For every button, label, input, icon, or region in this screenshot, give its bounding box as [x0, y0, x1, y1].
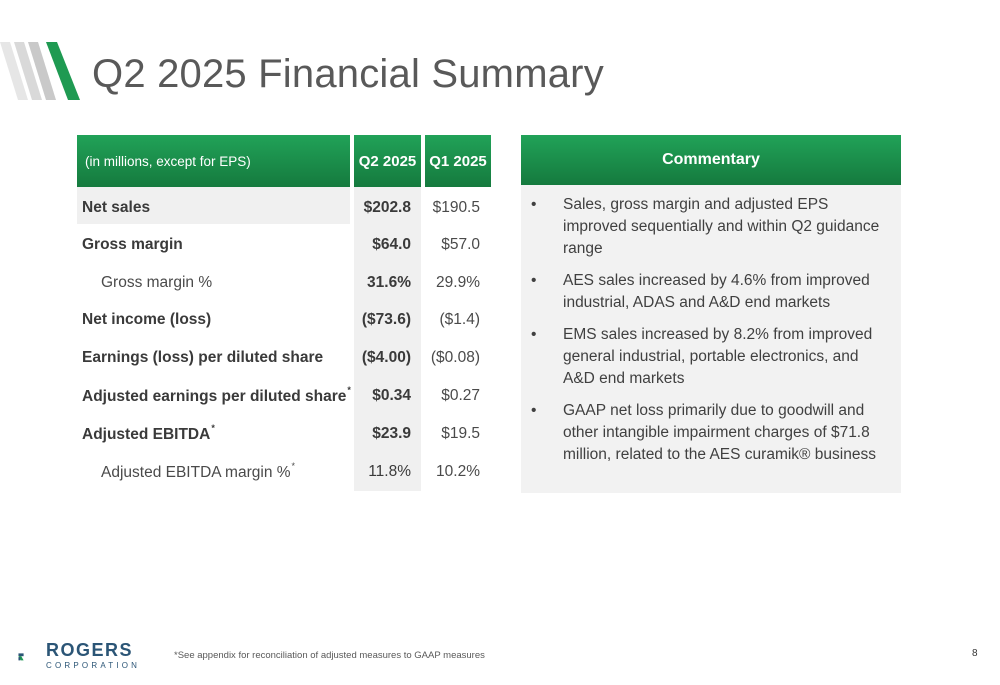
commentary-panel: • Sales, gross margin and adjusted EPS im… [521, 185, 901, 493]
company-logo: ROGERS CORPORATION [46, 640, 140, 672]
commentary-bullet: • AES sales increased by 4.6% from improv… [531, 272, 870, 311]
footnote-marker: * [211, 423, 215, 433]
q1-value: ($1.4) [439, 310, 481, 328]
q1-value: $0.27 [441, 386, 480, 404]
commentary-list: • Sales, gross margin and adjusted EPS im… [521, 194, 901, 476]
table-row-gross-margin: Gross margin $64.0 $57.0 [77, 226, 491, 263]
q2-value: 31.6% [367, 273, 411, 291]
rogers-logo-icon [18, 653, 24, 661]
bullet-marker: • [531, 272, 537, 289]
row-label: Net sales [82, 198, 151, 216]
column-header-q1: Q1 2025 [425, 135, 491, 187]
bullet-marker: • [531, 196, 537, 213]
footnote: *See appendix for reconciliation of adju… [174, 650, 485, 661]
row-label: Adjusted earnings per diluted share* [82, 385, 351, 405]
row-label: Gross margin % [101, 273, 213, 291]
q2-value: $23.9 [372, 424, 411, 442]
logo-subtitle: CORPORATION [46, 661, 141, 670]
table-row-net-sales: Net sales $202.8 $190.5 [77, 189, 491, 226]
table-header-label: (in millions, except for EPS) [77, 135, 350, 187]
q2-value: 11.8% [368, 462, 411, 480]
footnote-marker: * [291, 461, 296, 471]
q1-value: $19.5 [441, 424, 480, 442]
commentary-header: Commentary [521, 135, 901, 185]
row-label: Earnings (loss) per diluted share [82, 348, 324, 366]
row-label: Net income (loss) [82, 310, 212, 328]
diagonal-stripes-icon [0, 42, 80, 100]
q2-value: ($73.6) [361, 310, 411, 328]
table-row-adjusted-ebitda: Adjusted EBITDA* $23.9 $19.5 [77, 415, 491, 452]
footnote-marker: * [347, 385, 351, 395]
bullet-marker: • [531, 326, 537, 343]
q1-value: $57.0 [441, 235, 480, 253]
q2-value: ($4.00) [361, 348, 411, 366]
first-row-shading [77, 187, 350, 224]
row-label: Gross margin [82, 235, 183, 253]
q2-value: $202.8 [363, 198, 411, 216]
commentary-bullet: • EMS sales increased by 8.2% from improv… [531, 326, 873, 387]
table-row-adjusted-ebitda-margin: Adjusted EBITDA margin %* 11.8% 10.2% [77, 453, 491, 490]
page-number: 8 [972, 648, 978, 659]
table-row-eps: Earnings (loss) per diluted share ($4.00… [77, 339, 491, 376]
commentary-bullet: • Sales, gross margin and adjusted EPS im… [531, 196, 880, 257]
table-row-net-income: Net income (loss) ($73.6) ($1.4) [77, 301, 491, 338]
table-row-gross-margin-percent: Gross margin % 31.6% 29.9% [77, 264, 491, 301]
q1-value: 10.2% [436, 462, 480, 480]
q1-value: $190.5 [432, 198, 480, 216]
page-title: Q2 2025 Financial Summary [92, 52, 604, 96]
q1-value: ($0.08) [430, 348, 480, 366]
row-label: Adjusted EBITDA margin %* [101, 461, 296, 481]
q2-column-shading [354, 187, 421, 491]
q2-value: $64.0 [372, 235, 411, 253]
q1-value: 29.9% [436, 273, 480, 291]
logo-name: ROGERS [46, 640, 134, 660]
row-label: Adjusted EBITDA* [82, 423, 215, 443]
table-row-adjusted-eps: Adjusted earnings per diluted share* $0.… [77, 377, 491, 414]
bullet-marker: • [531, 402, 537, 419]
q2-value: $0.34 [372, 386, 411, 404]
column-header-q2: Q2 2025 [354, 135, 421, 187]
commentary-bullet: • GAAP net loss primarily due to goodwill… [531, 402, 876, 463]
